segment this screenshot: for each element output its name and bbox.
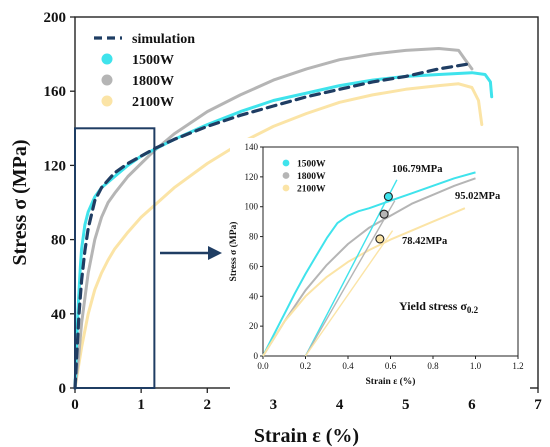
x-tick-label: 7 [534,397,542,413]
inset-chart-title: Yield stress σ0.2 [399,299,479,315]
inset-legend-label: 1500W [297,160,326,170]
y-tick-label: 160 [44,84,67,100]
legend-swatch-1800w [101,74,113,86]
x-tick-label: 4 [336,397,344,413]
legend-label: 2100W [132,95,174,110]
x-tick-label: 1 [137,397,145,413]
inset-x-tick-label: 1.0 [470,361,482,371]
x-tick-label: 0 [71,397,79,413]
zoom-region-box [74,127,156,390]
legend-label: 1500W [132,53,174,68]
inset-legend-swatch-1500w [282,159,290,167]
yield-value-label: 95.02MPa [455,191,501,202]
series-line-2100w [73,82,484,390]
inset-legend-swatch-2100w [282,184,290,192]
inset-y-tick-label: 0 [254,351,259,361]
x-tick-label: 5 [402,397,410,413]
yield-point-marker [375,234,385,244]
inset-legend-swatch-1800w [282,172,290,179]
inset-y-axis-title: Stress σ (MPa) [228,222,239,282]
inset-offset-line [304,200,396,357]
inset-series-line-1800w [262,177,476,357]
inset-y-tick-label: 80 [249,232,259,242]
legend-swatch-2100w [101,95,113,107]
y-tick-label: 0 [59,381,67,397]
inset-x-tick-label: 1.2 [512,361,523,371]
y-tick-label: 40 [51,307,66,323]
inset-legend-label: 2100W [297,185,326,195]
inset-y-tick-label: 60 [249,261,259,271]
x-axis-title: Strain ε (%) [254,425,359,447]
inset-x-tick-label: 0.2 [300,361,311,371]
inset-offset-line [304,179,398,357]
inset-y-tick-label: 120 [245,172,259,182]
y-tick-label: 200 [44,10,67,26]
series-line-simulation [73,61,474,390]
zoom-arrow-head [208,246,222,260]
inset-x-tick-label: 0.0 [257,361,269,371]
y-tick-label: 80 [51,233,66,249]
x-tick-label: 2 [204,397,212,413]
yield-point-marker [379,209,389,219]
inset-x-tick-label: 0.6 [385,361,397,371]
inset-offset-line [304,230,394,357]
yield-point-marker [383,192,393,202]
x-tick-label: 6 [468,397,476,413]
legend-label: 1800W [132,74,174,89]
inset-x-tick-label: 0.8 [427,361,439,371]
inset-x-axis-title: Strain ε (%) [366,376,416,387]
inset-legend-label: 1800W [297,172,326,182]
x-tick-label: 3 [270,397,278,413]
yield-value-label: 106.79MPa [392,164,443,175]
legend-label: simulation [132,32,195,47]
yield-value-label: 78.42MPa [402,236,448,247]
inset-x-tick-label: 0.4 [342,361,354,371]
inset-series-line-1500w [262,171,476,357]
inset-y-tick-label: 20 [249,321,259,331]
inset-y-tick-label: 140 [245,142,259,152]
y-axis-title: Stress σ (MPa) [9,139,31,265]
inset-y-tick-label: 40 [249,291,259,301]
inset-series-line-2100w [262,207,466,357]
inset-background [230,138,530,394]
inset-plot: 0.0 0.2 0.4 0.6 0.8 1.0 1.2 0 20 40 60 80 100 120 140 S… [228,138,530,394]
inset-y-tick-label: 100 [245,202,259,212]
y-tick-label: 120 [44,158,67,174]
series-line-1800w [73,47,474,390]
legend-swatch-1500w [101,53,113,65]
